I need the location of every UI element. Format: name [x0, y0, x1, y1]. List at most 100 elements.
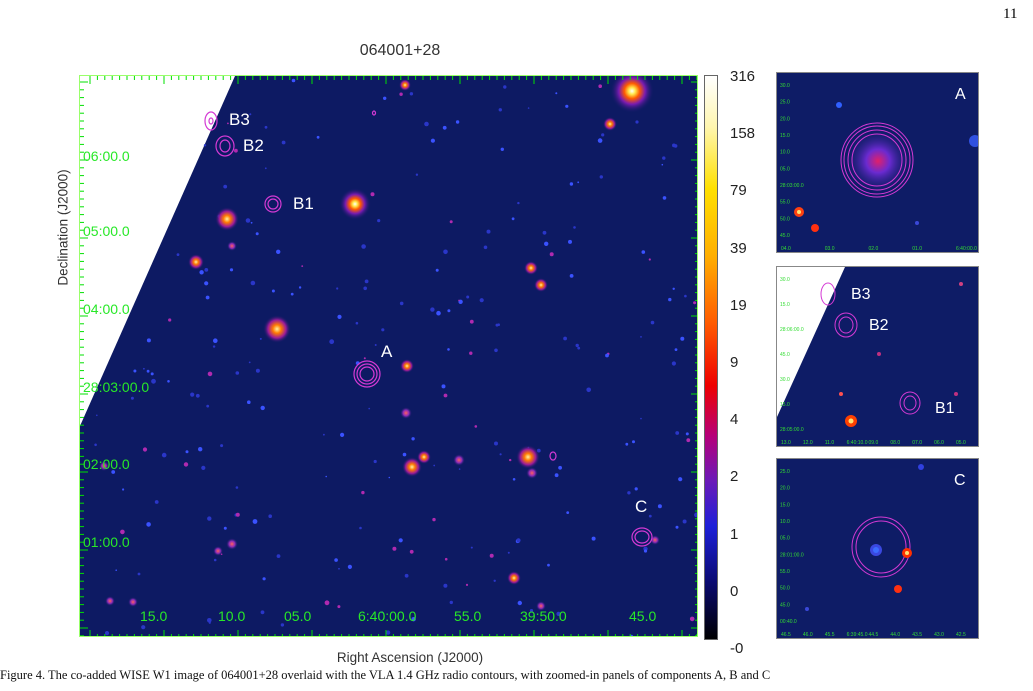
inset-tick-label: 05.0 [956, 440, 966, 446]
colorbar-tick-label: 2 [730, 468, 739, 486]
inset-tick-label: 45.0 [780, 352, 790, 358]
star [128, 597, 138, 607]
inset-tick-label: 09.0 [869, 440, 879, 446]
faint-star [556, 611, 561, 617]
inset-tick-label: 6:40:10.0 [847, 440, 868, 446]
inset-tick-label: 05.0 [780, 536, 790, 542]
faint-star [402, 452, 407, 457]
faint-star [554, 473, 559, 478]
faint-star [398, 538, 403, 543]
colorbar [704, 75, 718, 640]
inset-tick-label: 28:01:00.0 [780, 552, 804, 558]
bright-star [417, 450, 431, 464]
inset-C: C 25.0 20.0 15.0 10.0 05.0 28:01:00.0 55.0 50.0… [776, 458, 979, 639]
faint-star [361, 490, 365, 495]
faint-star [409, 549, 414, 554]
faint-star [668, 297, 672, 302]
faint-star [555, 92, 558, 95]
faint-star [336, 287, 339, 290]
faint-star [94, 443, 97, 447]
faint-star [281, 140, 286, 145]
inset-tick-label: 43.5 [912, 632, 922, 638]
faint-star [436, 310, 441, 316]
figure-caption: Figure 4. The co-added WISE W1 image of … [0, 668, 771, 682]
faint-star [680, 336, 685, 341]
faint-star [133, 369, 137, 373]
star [213, 546, 223, 556]
faint-star [672, 143, 676, 148]
inset-tick-label: 44.0 [890, 632, 900, 638]
dec-tick-label: 06:00.0 [83, 148, 130, 164]
inset-C-label: C [954, 472, 966, 489]
star [105, 596, 115, 606]
faint-star [359, 526, 362, 530]
faint-star [268, 514, 272, 518]
ra-tick-label: 45.0 [629, 608, 656, 624]
faint-star [694, 512, 697, 518]
faint-star [142, 447, 148, 452]
faint-star [150, 372, 154, 376]
inset-tick-label: 11.0 [825, 440, 835, 446]
faint-star [430, 307, 435, 312]
faint-star [381, 611, 384, 614]
faint-star [204, 281, 209, 286]
faint-star [271, 289, 275, 293]
faint-star [203, 144, 207, 147]
ra-tick-label: 6:40:00.0 [358, 608, 417, 624]
faint-star [206, 404, 210, 408]
faint-star [447, 309, 451, 313]
faint-star [509, 458, 512, 462]
inset-tick-label: 30.0 [780, 277, 790, 283]
inset-tick-label: 20.0 [780, 486, 790, 492]
faint-star [470, 546, 473, 549]
faint-star [223, 526, 227, 530]
x-axis-label: Right Ascension (J2000) [336, 650, 484, 665]
faint-star [298, 286, 302, 289]
colorbar-tick-label: 4 [730, 411, 739, 429]
inset-tick-label: 10.0 [780, 150, 790, 156]
inset-tick-label: 12.0 [803, 440, 813, 446]
faint-star [558, 465, 562, 470]
inset-tick-label: 15.0 [780, 402, 790, 408]
inset-tick-label: 45.0 [780, 602, 790, 608]
inset-tick-label: 6:39:45.0 [847, 632, 868, 638]
star [526, 467, 538, 479]
faint-star [399, 92, 403, 96]
faint-star [458, 299, 460, 302]
inset-tick-label: 46.5 [781, 632, 791, 638]
ra-tick-label: 15.0 [140, 608, 167, 624]
faint-star [672, 287, 675, 290]
faint-star [146, 338, 151, 343]
faint-star [130, 396, 134, 400]
faint-star [435, 268, 439, 272]
star [227, 241, 237, 251]
faint-star [591, 536, 596, 541]
faint-star [329, 339, 335, 345]
inset-tick-label: 50.0 [780, 586, 790, 592]
faint-star [693, 301, 697, 305]
faint-star [255, 232, 259, 236]
faint-star [466, 295, 470, 299]
faint-star [500, 147, 504, 151]
faint-star [465, 583, 469, 586]
faint-star [280, 623, 285, 627]
faint-star [455, 120, 460, 124]
bright-star [603, 117, 617, 131]
faint-star [385, 630, 391, 635]
inset-tick-label: 00:40.0 [780, 619, 797, 625]
faint-star [235, 371, 240, 375]
faint-star [404, 573, 409, 578]
faint-star [648, 258, 651, 261]
faint-star [227, 122, 229, 125]
inset-tick-label: 04.0 [781, 246, 791, 252]
faint-star [96, 414, 98, 417]
faint-star [168, 318, 172, 322]
faint-star [213, 338, 218, 344]
star [400, 407, 412, 419]
faint-star [245, 218, 251, 223]
dec-tick-label: 05:00.0 [83, 223, 130, 239]
inset-tick-label: 44.5 [869, 632, 879, 638]
faint-stars [94, 78, 697, 636]
star [226, 538, 238, 550]
faint-star [486, 229, 491, 234]
